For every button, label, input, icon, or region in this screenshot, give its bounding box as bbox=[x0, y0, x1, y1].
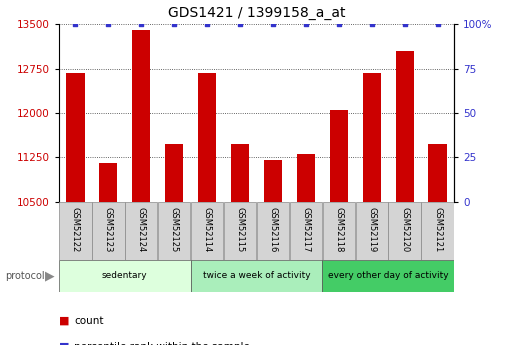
Bar bbox=[231, 144, 249, 202]
Point bbox=[269, 21, 277, 27]
Bar bbox=[396, 51, 413, 202]
Text: GSM52118: GSM52118 bbox=[334, 207, 343, 253]
Bar bbox=[356, 202, 388, 260]
Bar bbox=[330, 110, 348, 202]
Point bbox=[71, 21, 80, 27]
Text: GSM52116: GSM52116 bbox=[268, 207, 278, 253]
Point bbox=[203, 21, 211, 27]
Text: every other day of activity: every other day of activity bbox=[328, 272, 448, 280]
Point bbox=[334, 21, 343, 27]
Bar bbox=[323, 202, 355, 260]
Text: GSM52124: GSM52124 bbox=[137, 207, 146, 253]
Text: GSM52120: GSM52120 bbox=[400, 207, 409, 253]
Bar bbox=[158, 202, 190, 260]
Text: GSM52123: GSM52123 bbox=[104, 207, 113, 253]
Text: GSM52125: GSM52125 bbox=[170, 207, 179, 253]
Text: GSM52117: GSM52117 bbox=[301, 207, 310, 253]
Text: GSM52121: GSM52121 bbox=[433, 207, 442, 253]
Text: ■: ■ bbox=[59, 316, 69, 326]
Text: GSM52114: GSM52114 bbox=[203, 207, 212, 253]
Title: GDS1421 / 1399158_a_at: GDS1421 / 1399158_a_at bbox=[168, 6, 345, 20]
Bar bbox=[59, 260, 191, 292]
Point bbox=[137, 21, 145, 27]
Bar bbox=[100, 163, 117, 202]
Bar bbox=[421, 202, 453, 260]
Text: ▶: ▶ bbox=[45, 269, 54, 283]
Text: protocol: protocol bbox=[5, 271, 45, 281]
Bar bbox=[191, 202, 223, 260]
Text: GSM52115: GSM52115 bbox=[235, 207, 245, 253]
Bar bbox=[297, 155, 315, 202]
Text: count: count bbox=[74, 316, 104, 326]
Bar bbox=[257, 202, 289, 260]
Text: GSM52122: GSM52122 bbox=[71, 207, 80, 253]
Point bbox=[104, 21, 112, 27]
Text: sedentary: sedentary bbox=[102, 272, 148, 280]
Text: GSM52119: GSM52119 bbox=[367, 207, 376, 253]
Bar bbox=[66, 73, 85, 202]
Bar bbox=[264, 160, 282, 202]
Bar bbox=[125, 202, 157, 260]
Point bbox=[433, 21, 442, 27]
Bar bbox=[191, 260, 322, 292]
Bar bbox=[165, 144, 183, 202]
Bar bbox=[388, 202, 421, 260]
Bar bbox=[363, 73, 381, 202]
Bar bbox=[132, 30, 150, 202]
Text: ■: ■ bbox=[59, 342, 69, 345]
Text: percentile rank within the sample: percentile rank within the sample bbox=[74, 342, 250, 345]
Point bbox=[368, 21, 376, 27]
Bar bbox=[198, 73, 216, 202]
Bar bbox=[92, 202, 125, 260]
Bar bbox=[322, 260, 454, 292]
Bar bbox=[290, 202, 322, 260]
Bar bbox=[60, 202, 92, 260]
Bar bbox=[224, 202, 256, 260]
Point bbox=[302, 21, 310, 27]
Point bbox=[170, 21, 179, 27]
Point bbox=[401, 21, 409, 27]
Text: twice a week of activity: twice a week of activity bbox=[203, 272, 310, 280]
Bar bbox=[428, 144, 447, 202]
Point bbox=[236, 21, 244, 27]
